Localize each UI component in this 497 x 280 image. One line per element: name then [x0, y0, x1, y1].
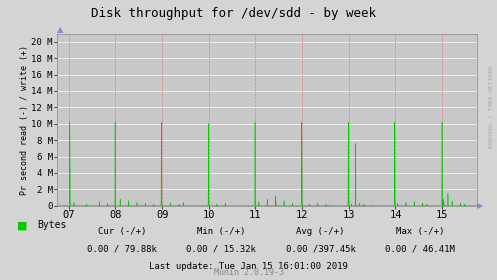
- Text: 0.00 / 46.41M: 0.00 / 46.41M: [385, 245, 455, 254]
- Text: RRDTOOL / TOBI OETIKER: RRDTOOL / TOBI OETIKER: [489, 65, 494, 148]
- Text: Max (-/+): Max (-/+): [396, 227, 444, 236]
- Text: ▶: ▶: [477, 201, 484, 210]
- Text: Last update: Tue Jan 15 16:01:00 2019: Last update: Tue Jan 15 16:01:00 2019: [149, 262, 348, 271]
- Text: ▲: ▲: [57, 25, 64, 34]
- Text: 0.00 / 15.32k: 0.00 / 15.32k: [186, 245, 256, 254]
- Text: 0.00 / 79.88k: 0.00 / 79.88k: [87, 245, 157, 254]
- Text: Disk throughput for /dev/sdd - by week: Disk throughput for /dev/sdd - by week: [91, 7, 376, 20]
- Text: Min (-/+): Min (-/+): [197, 227, 246, 236]
- Text: Avg (-/+): Avg (-/+): [296, 227, 345, 236]
- Text: ■: ■: [17, 220, 28, 230]
- Text: 0.00 /397.45k: 0.00 /397.45k: [286, 245, 355, 254]
- Text: Cur (-/+): Cur (-/+): [97, 227, 146, 236]
- Y-axis label: Pr second read (-) / write (+): Pr second read (-) / write (+): [20, 45, 29, 195]
- Text: Munin 2.0.19-3: Munin 2.0.19-3: [214, 268, 283, 277]
- Text: Bytes: Bytes: [37, 220, 67, 230]
